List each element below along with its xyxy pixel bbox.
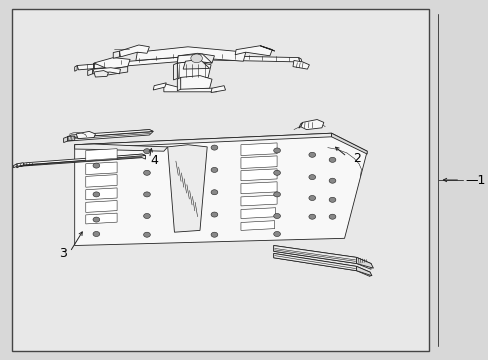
- Polygon shape: [76, 131, 95, 139]
- Polygon shape: [211, 86, 225, 93]
- Circle shape: [308, 214, 315, 219]
- Polygon shape: [241, 221, 274, 230]
- Text: 3: 3: [59, 247, 66, 260]
- Polygon shape: [63, 137, 67, 143]
- Polygon shape: [92, 68, 120, 74]
- Polygon shape: [136, 47, 245, 61]
- Polygon shape: [273, 253, 356, 271]
- Circle shape: [93, 192, 100, 197]
- Polygon shape: [298, 58, 302, 63]
- Circle shape: [328, 214, 335, 219]
- Polygon shape: [85, 149, 117, 161]
- Polygon shape: [94, 58, 130, 69]
- Polygon shape: [177, 77, 181, 91]
- Polygon shape: [298, 122, 302, 128]
- Circle shape: [211, 167, 217, 172]
- Circle shape: [273, 192, 280, 197]
- Circle shape: [190, 54, 202, 63]
- Circle shape: [93, 163, 100, 168]
- Polygon shape: [17, 164, 19, 168]
- Polygon shape: [173, 63, 177, 80]
- Circle shape: [93, 231, 100, 237]
- Polygon shape: [292, 60, 309, 69]
- Polygon shape: [67, 130, 153, 141]
- Circle shape: [211, 145, 217, 150]
- Polygon shape: [241, 208, 275, 219]
- Polygon shape: [19, 154, 145, 166]
- Polygon shape: [85, 162, 117, 175]
- Polygon shape: [179, 76, 212, 89]
- Polygon shape: [273, 246, 356, 264]
- Polygon shape: [17, 164, 19, 168]
- Circle shape: [273, 213, 280, 219]
- Circle shape: [143, 213, 150, 219]
- Text: 4: 4: [150, 154, 158, 167]
- Polygon shape: [85, 175, 117, 187]
- Polygon shape: [87, 69, 92, 76]
- Polygon shape: [94, 71, 108, 77]
- Circle shape: [273, 170, 280, 175]
- Circle shape: [143, 170, 150, 175]
- Polygon shape: [75, 133, 366, 246]
- Polygon shape: [14, 164, 17, 168]
- Text: —1: —1: [464, 174, 485, 186]
- Circle shape: [143, 232, 150, 237]
- Polygon shape: [241, 169, 277, 181]
- Circle shape: [143, 192, 150, 197]
- Polygon shape: [177, 61, 211, 78]
- Polygon shape: [77, 57, 183, 70]
- Circle shape: [308, 195, 315, 201]
- Polygon shape: [331, 133, 366, 154]
- Circle shape: [308, 175, 315, 180]
- Polygon shape: [167, 145, 207, 232]
- FancyBboxPatch shape: [12, 9, 428, 351]
- Circle shape: [328, 197, 335, 202]
- Polygon shape: [183, 59, 209, 69]
- Circle shape: [211, 190, 217, 195]
- Circle shape: [211, 212, 217, 217]
- Polygon shape: [75, 66, 77, 71]
- Polygon shape: [163, 84, 216, 92]
- Circle shape: [328, 178, 335, 183]
- Polygon shape: [85, 213, 117, 224]
- Circle shape: [93, 217, 100, 222]
- Polygon shape: [153, 83, 166, 90]
- Circle shape: [328, 157, 335, 162]
- Polygon shape: [273, 253, 369, 276]
- Circle shape: [143, 149, 150, 154]
- Polygon shape: [75, 133, 331, 148]
- Polygon shape: [300, 120, 323, 130]
- Polygon shape: [75, 144, 167, 151]
- Polygon shape: [241, 195, 277, 206]
- Polygon shape: [241, 143, 277, 156]
- Text: 2: 2: [352, 152, 360, 165]
- Polygon shape: [241, 156, 277, 168]
- Polygon shape: [67, 136, 75, 141]
- Polygon shape: [85, 188, 117, 200]
- Polygon shape: [67, 130, 153, 138]
- Polygon shape: [356, 266, 371, 276]
- Polygon shape: [241, 182, 277, 194]
- Polygon shape: [235, 46, 272, 56]
- Polygon shape: [17, 163, 24, 166]
- Polygon shape: [177, 53, 214, 63]
- Circle shape: [273, 231, 280, 237]
- Polygon shape: [177, 54, 212, 63]
- Polygon shape: [113, 51, 119, 58]
- Circle shape: [308, 152, 315, 157]
- Polygon shape: [85, 201, 117, 212]
- Circle shape: [211, 232, 217, 237]
- Polygon shape: [356, 257, 373, 268]
- Polygon shape: [273, 246, 370, 269]
- Polygon shape: [119, 45, 149, 57]
- Polygon shape: [19, 154, 145, 166]
- Polygon shape: [213, 56, 299, 62]
- Polygon shape: [94, 63, 127, 75]
- Circle shape: [273, 148, 280, 153]
- Polygon shape: [260, 46, 274, 51]
